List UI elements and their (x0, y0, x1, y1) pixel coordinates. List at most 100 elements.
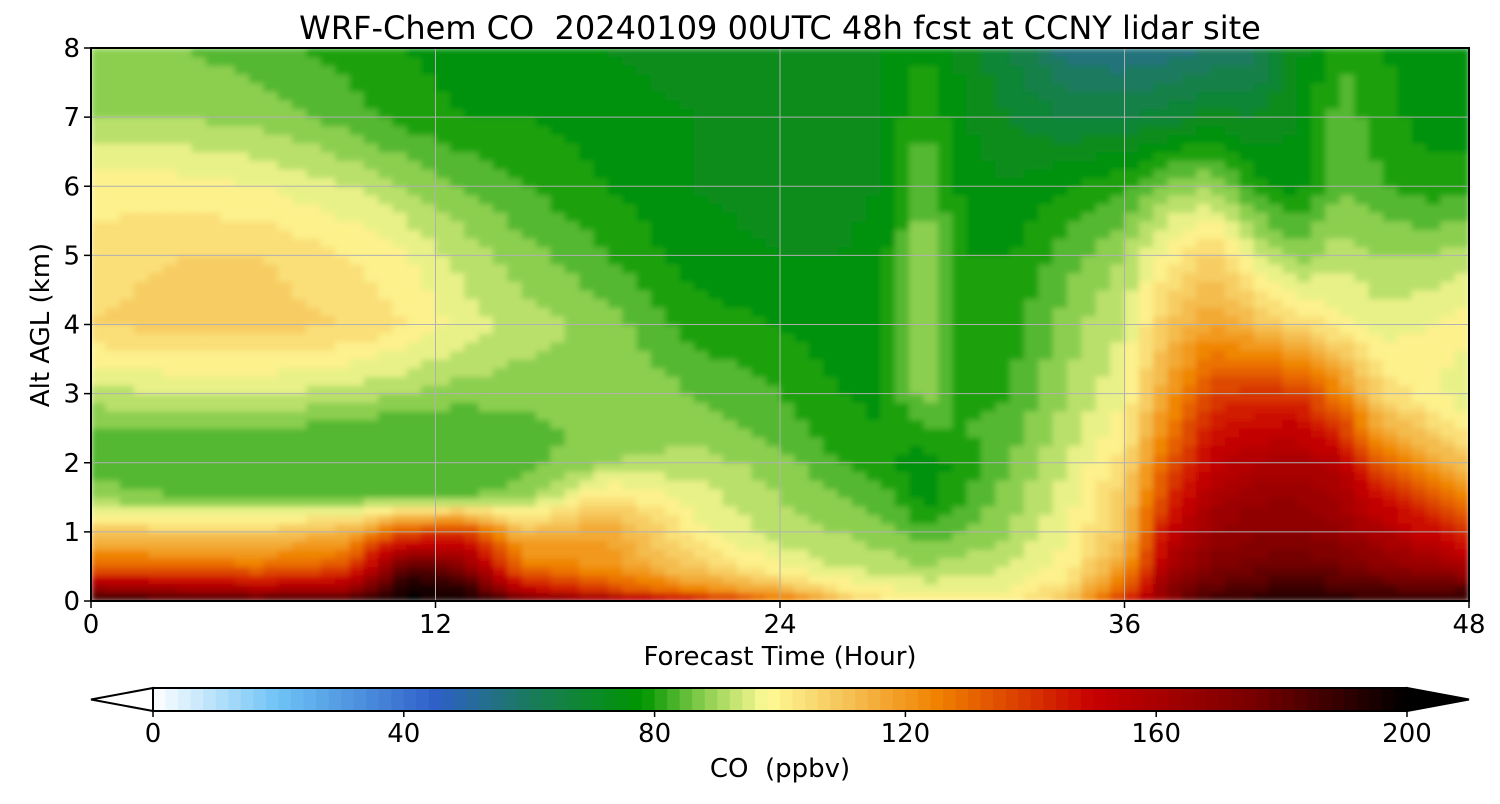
heatmap-cell (105, 549, 121, 559)
heatmap-cell (449, 428, 465, 438)
heatmap-cell (392, 272, 408, 282)
heatmap-cell (248, 289, 264, 300)
heatmap-cell (1425, 186, 1441, 196)
heatmap-cell (1224, 307, 1240, 317)
heatmap-cell (1110, 505, 1126, 516)
heatmap-cell (995, 523, 1011, 533)
heatmap-cell (1325, 445, 1341, 455)
heatmap-cell (1153, 246, 1169, 256)
heatmap-cell (119, 220, 135, 231)
heatmap-cell (320, 462, 336, 472)
heatmap-cell (191, 151, 207, 161)
heatmap-cell (1296, 557, 1312, 568)
heatmap-cell (1425, 177, 1441, 187)
heatmap-cell (435, 246, 451, 256)
heatmap-cell (1411, 454, 1427, 464)
heatmap-cell (1339, 592, 1355, 601)
heatmap-cell (177, 410, 193, 421)
heatmap-cell (1411, 384, 1427, 395)
heatmap-cell (966, 531, 982, 542)
heatmap-cell (693, 471, 709, 481)
heatmap-cell (579, 151, 594, 161)
heatmap-cell (1411, 419, 1427, 429)
heatmap-cell (248, 186, 264, 196)
heatmap-cell (636, 281, 652, 291)
heatmap-cell (535, 367, 551, 377)
heatmap-cell (851, 497, 867, 507)
heatmap-cell (105, 566, 121, 576)
heatmap-cell (751, 298, 767, 308)
heatmap-cell (263, 566, 279, 576)
heatmap-cell (1368, 393, 1384, 403)
heatmap-cell (823, 246, 839, 256)
heatmap-cell (751, 575, 767, 585)
heatmap-cell (708, 549, 724, 559)
heatmap-cell (234, 298, 250, 308)
heatmap-cell (421, 324, 437, 334)
heatmap-cell (1038, 454, 1054, 464)
heatmap-cell (435, 376, 451, 386)
heatmap-cell (1454, 333, 1469, 343)
heatmap-cell (1095, 549, 1111, 559)
heatmap-cell (392, 557, 408, 568)
heatmap-cell (1024, 592, 1039, 601)
heatmap-cell (837, 523, 853, 533)
heatmap-cell (894, 471, 910, 481)
heatmap-cell (579, 324, 594, 334)
heatmap-cell (765, 212, 781, 222)
heatmap-cell (1296, 384, 1312, 395)
heatmap-cell (1024, 168, 1039, 179)
heatmap-cell (306, 289, 322, 300)
heatmap-cell (1296, 592, 1312, 601)
heatmap-cell (607, 307, 623, 317)
heatmap-cell (162, 212, 178, 222)
heatmap-cell (291, 229, 307, 239)
heatmap-cell (363, 246, 379, 256)
heatmap-cell (1268, 246, 1283, 256)
heatmap-cell (220, 307, 236, 317)
heatmap-cell (1425, 238, 1441, 248)
heatmap-cell (449, 531, 465, 542)
heatmap-cell (320, 583, 336, 593)
heatmap-cell (1425, 575, 1441, 585)
heatmap-cell (277, 454, 293, 464)
heatmap-cell (392, 376, 408, 386)
heatmap-cell (392, 151, 408, 161)
heatmap-cell (134, 480, 150, 490)
heatmap-cell (1454, 557, 1469, 568)
heatmap-cell (1397, 376, 1413, 386)
heatmap-cell (177, 168, 193, 179)
heatmap-cell (363, 376, 379, 386)
heatmap-cell (105, 298, 121, 308)
heatmap-cell (550, 160, 566, 170)
heatmap-cell (406, 212, 422, 222)
heatmap-cell (894, 298, 910, 308)
heatmap-cell (220, 393, 236, 403)
heatmap-cell (1354, 514, 1370, 524)
heatmap-cell (1110, 264, 1126, 274)
heatmap-cell (1253, 480, 1269, 490)
heatmap-cell (1425, 583, 1441, 593)
heatmap-cell (248, 497, 264, 507)
heatmap-cell (966, 324, 982, 334)
heatmap-cell (1095, 454, 1111, 464)
heatmap-cell (1339, 505, 1355, 516)
heatmap-cell (851, 505, 867, 516)
heatmap-cell (894, 151, 910, 161)
heatmap-cell (1038, 497, 1054, 507)
heatmap-cell (1167, 540, 1183, 550)
heatmap-cell (335, 514, 350, 524)
heatmap-cell (765, 454, 781, 464)
heatmap-cell (1454, 592, 1469, 601)
heatmap-cell (234, 367, 250, 377)
heatmap-cell (1124, 402, 1140, 412)
heatmap-cell (736, 160, 752, 170)
heatmap-cell (1067, 315, 1083, 326)
heatmap-cell (1339, 315, 1355, 326)
heatmap-cell (1411, 410, 1427, 421)
heatmap-cell (320, 220, 336, 231)
heatmap-cell (1239, 393, 1255, 403)
heatmap-cell (1009, 428, 1025, 438)
heatmap-cell (765, 376, 781, 386)
heatmap-cell (162, 583, 178, 593)
